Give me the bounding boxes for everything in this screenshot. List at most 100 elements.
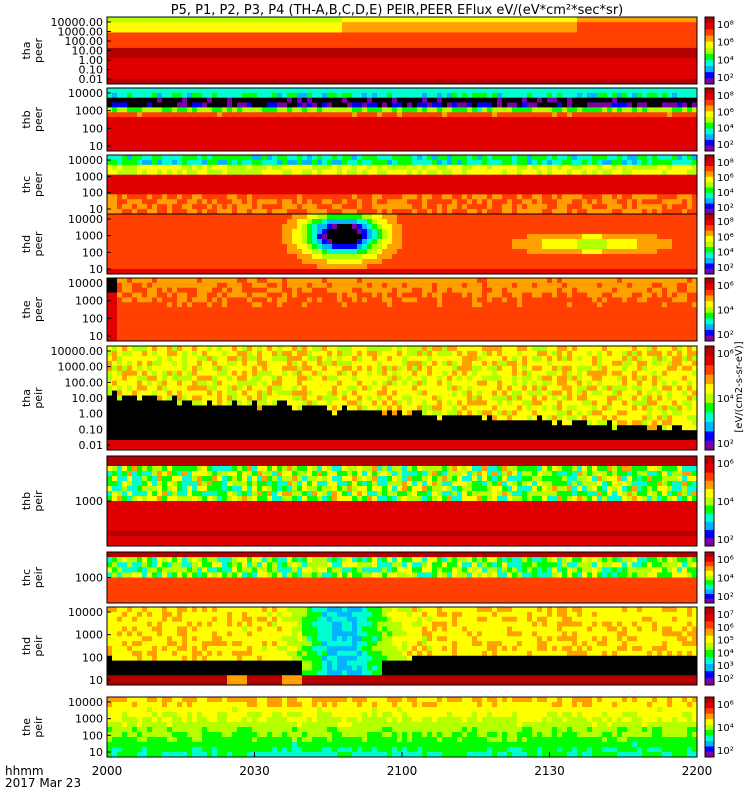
heatmap-cell (192, 53, 197, 58)
heatmap-cell (637, 204, 642, 209)
heatmap-cell (297, 117, 302, 122)
heatmap-cell (657, 132, 662, 137)
heatmap-cell (637, 194, 642, 199)
heatmap-cell (127, 93, 132, 98)
heatmap-cell (382, 185, 387, 190)
heatmap-cell (447, 58, 452, 63)
heatmap-cell (497, 43, 502, 48)
heatmap-cell (347, 88, 352, 93)
heatmap-cell (487, 194, 492, 199)
heatmap-cell (592, 53, 597, 58)
heatmap-cell (577, 175, 582, 180)
heatmap-cell (367, 107, 372, 112)
heatmap-cell (257, 204, 262, 209)
heatmap-cell (607, 117, 612, 122)
heatmap-cell (187, 254, 192, 259)
heatmap-cell (667, 43, 672, 48)
heatmap-cell (397, 27, 402, 32)
heatmap-cell (527, 27, 532, 32)
figure-title: P5, P1, P2, P3, P4 (TH-A,B,C,D,E) PEIR,P… (171, 3, 624, 18)
heatmap-cell (397, 170, 402, 175)
heatmap-cell (272, 199, 277, 204)
heatmap-cell (242, 27, 247, 32)
heatmap-cell (267, 58, 272, 63)
heatmap-cell (187, 180, 192, 185)
heatmap-cell (667, 58, 672, 63)
heatmap-cell (657, 103, 662, 108)
heatmap-cell (252, 249, 257, 254)
heatmap-cell (237, 155, 242, 160)
heatmap-cell (422, 53, 427, 58)
heatmap-cell (202, 219, 207, 224)
heatmap-cell (172, 117, 177, 122)
heatmap-cell (387, 48, 392, 53)
heatmap-cell (197, 254, 202, 259)
heatmap-cell (267, 127, 272, 132)
heatmap-cell (517, 79, 522, 84)
heatmap-cell (587, 204, 592, 209)
heatmap-cell (267, 249, 272, 254)
heatmap-cell (487, 58, 492, 63)
heatmap-cell (417, 127, 422, 132)
heatmap-cell (312, 98, 317, 103)
heatmap-cell (197, 214, 202, 219)
heatmap-cell (672, 141, 677, 146)
heatmap-cell (132, 165, 137, 170)
heatmap-cell (307, 58, 312, 63)
heatmap-cell (602, 107, 607, 112)
heatmap-cell (657, 141, 662, 146)
heatmap-cell (167, 259, 172, 264)
heatmap-cell (572, 17, 577, 22)
heatmap-cell (377, 43, 382, 48)
heatmap-cell (582, 170, 587, 175)
heatmap-cell (137, 69, 142, 74)
heatmap-cell (262, 155, 267, 160)
heatmap-cell (147, 63, 152, 68)
heatmap-cell (107, 244, 112, 249)
heatmap-cell (407, 122, 412, 127)
heatmap-cell (392, 122, 397, 127)
heatmap-cell (157, 107, 162, 112)
heatmap-cell (612, 48, 617, 53)
heatmap-cell (412, 189, 417, 194)
heatmap-cell (497, 204, 502, 209)
heatmap-cell (197, 136, 202, 141)
heatmap-cell (642, 136, 647, 141)
heatmap-cell (542, 127, 547, 132)
heatmap-cell (627, 32, 632, 37)
heatmap-cell (177, 224, 182, 229)
heatmap-cell (367, 122, 372, 127)
heatmap-cell (252, 239, 257, 244)
heatmap-cell (632, 160, 637, 165)
heatmap-cell (677, 32, 682, 37)
heatmap-cell (442, 165, 447, 170)
heatmap-cell (682, 48, 687, 53)
heatmap-cell (287, 32, 292, 37)
heatmap-cell (192, 17, 197, 22)
heatmap-cell (572, 175, 577, 180)
heatmap-cell (247, 165, 252, 170)
heatmap-cell (117, 32, 122, 37)
heatmap-cell (627, 17, 632, 22)
heatmap-cell (482, 170, 487, 175)
heatmap-cell (617, 79, 622, 84)
heatmap-cell (192, 132, 197, 137)
heatmap-cell (247, 74, 252, 79)
heatmap-cell (582, 48, 587, 53)
heatmap-cell (232, 264, 237, 269)
heatmap-cell (602, 170, 607, 175)
heatmap-cell (152, 136, 157, 141)
heatmap-cell (377, 27, 382, 32)
heatmap-cell (382, 180, 387, 185)
heatmap-cell (477, 185, 482, 190)
heatmap-cell (667, 112, 672, 117)
heatmap-cell (457, 127, 462, 132)
heatmap-cell (247, 194, 252, 199)
heatmap-cell (482, 141, 487, 146)
heatmap-cell (592, 127, 597, 132)
heatmap-cell (357, 136, 362, 141)
heatmap-cell (407, 112, 412, 117)
heatmap-cell (607, 93, 612, 98)
heatmap-cell (412, 69, 417, 74)
heatmap-cell (402, 185, 407, 190)
